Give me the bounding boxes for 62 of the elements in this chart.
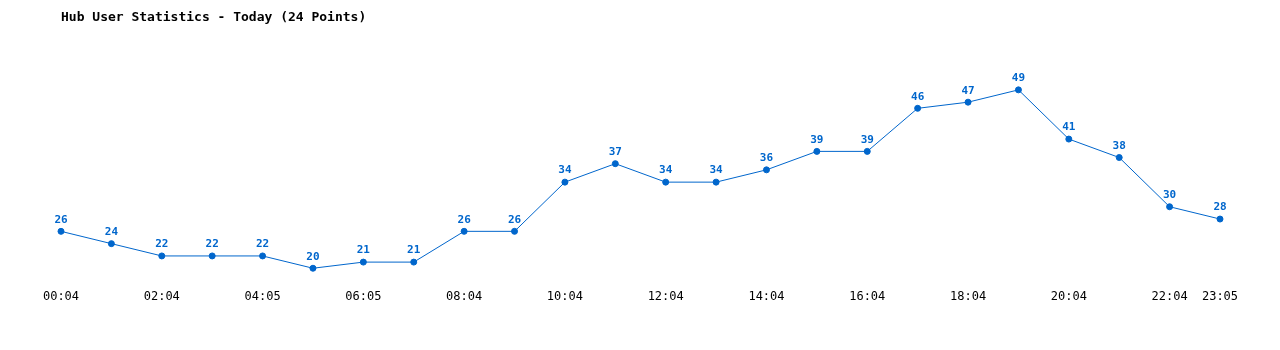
data-label: 24	[104, 225, 119, 238]
point	[1216, 215, 1224, 223]
point	[662, 178, 670, 186]
data-label: 49	[1011, 71, 1026, 85]
data-label: 34	[659, 163, 673, 177]
data-label: 39	[810, 132, 824, 146]
point	[762, 166, 770, 174]
point	[1014, 86, 1022, 94]
x-tick-label: 22:04	[1151, 288, 1188, 303]
x-tick-label: 06:05	[345, 288, 382, 303]
data-label: 46	[911, 89, 925, 103]
chart-title: Hub User Statistics - Today (24 Points)	[61, 9, 367, 25]
data-label: 21	[356, 243, 371, 257]
data-label: 22	[255, 237, 270, 251]
data-label: 39	[860, 132, 874, 146]
point	[1065, 135, 1073, 143]
data-label: 22	[155, 237, 169, 251]
x-tick-label: 18:04	[949, 288, 987, 303]
data-label: 26	[507, 212, 522, 226]
data-label: 30	[1162, 188, 1177, 202]
data-label: 41	[1062, 120, 1076, 134]
x-tick-label: 16:04	[849, 288, 886, 303]
point	[712, 178, 720, 186]
point	[511, 227, 519, 235]
data-label: 36	[759, 151, 774, 165]
x-tick-label: 23:05	[1201, 288, 1239, 303]
point	[359, 258, 367, 266]
x-tick-label: 14:04	[748, 288, 785, 303]
point	[813, 147, 821, 155]
data-label: 34	[558, 163, 572, 177]
point	[611, 160, 619, 168]
point	[57, 227, 65, 235]
data-label: 34	[709, 163, 724, 177]
data-label: 20	[306, 249, 320, 263]
x-tick-label: 08:04	[446, 288, 483, 303]
point	[1166, 203, 1174, 211]
x-tick-label: 04:05	[244, 288, 281, 303]
data-label: 47	[961, 83, 975, 97]
point	[309, 264, 317, 272]
point	[964, 98, 972, 106]
point	[259, 252, 267, 260]
point	[410, 258, 418, 266]
data-label: 26	[457, 212, 472, 226]
x-tick-label: 12:04	[647, 288, 684, 303]
point	[863, 147, 871, 155]
point	[208, 252, 216, 260]
x-tick-label: 20:04	[1050, 288, 1087, 303]
data-label: 22	[205, 237, 219, 251]
data-label: 21	[407, 243, 421, 257]
point	[914, 104, 922, 112]
point	[158, 252, 166, 260]
x-tick-label: 02:04	[143, 288, 180, 303]
data-label: 28	[1213, 200, 1227, 214]
point	[561, 178, 569, 186]
x-tick-label: 10:04	[546, 288, 583, 303]
point	[460, 227, 468, 235]
data-label: 38	[1112, 138, 1126, 152]
point	[107, 240, 115, 248]
point	[1115, 154, 1123, 162]
data-label: 37	[608, 145, 622, 159]
data-label: 26	[54, 212, 68, 226]
x-tick-label: 00:04	[42, 288, 80, 303]
